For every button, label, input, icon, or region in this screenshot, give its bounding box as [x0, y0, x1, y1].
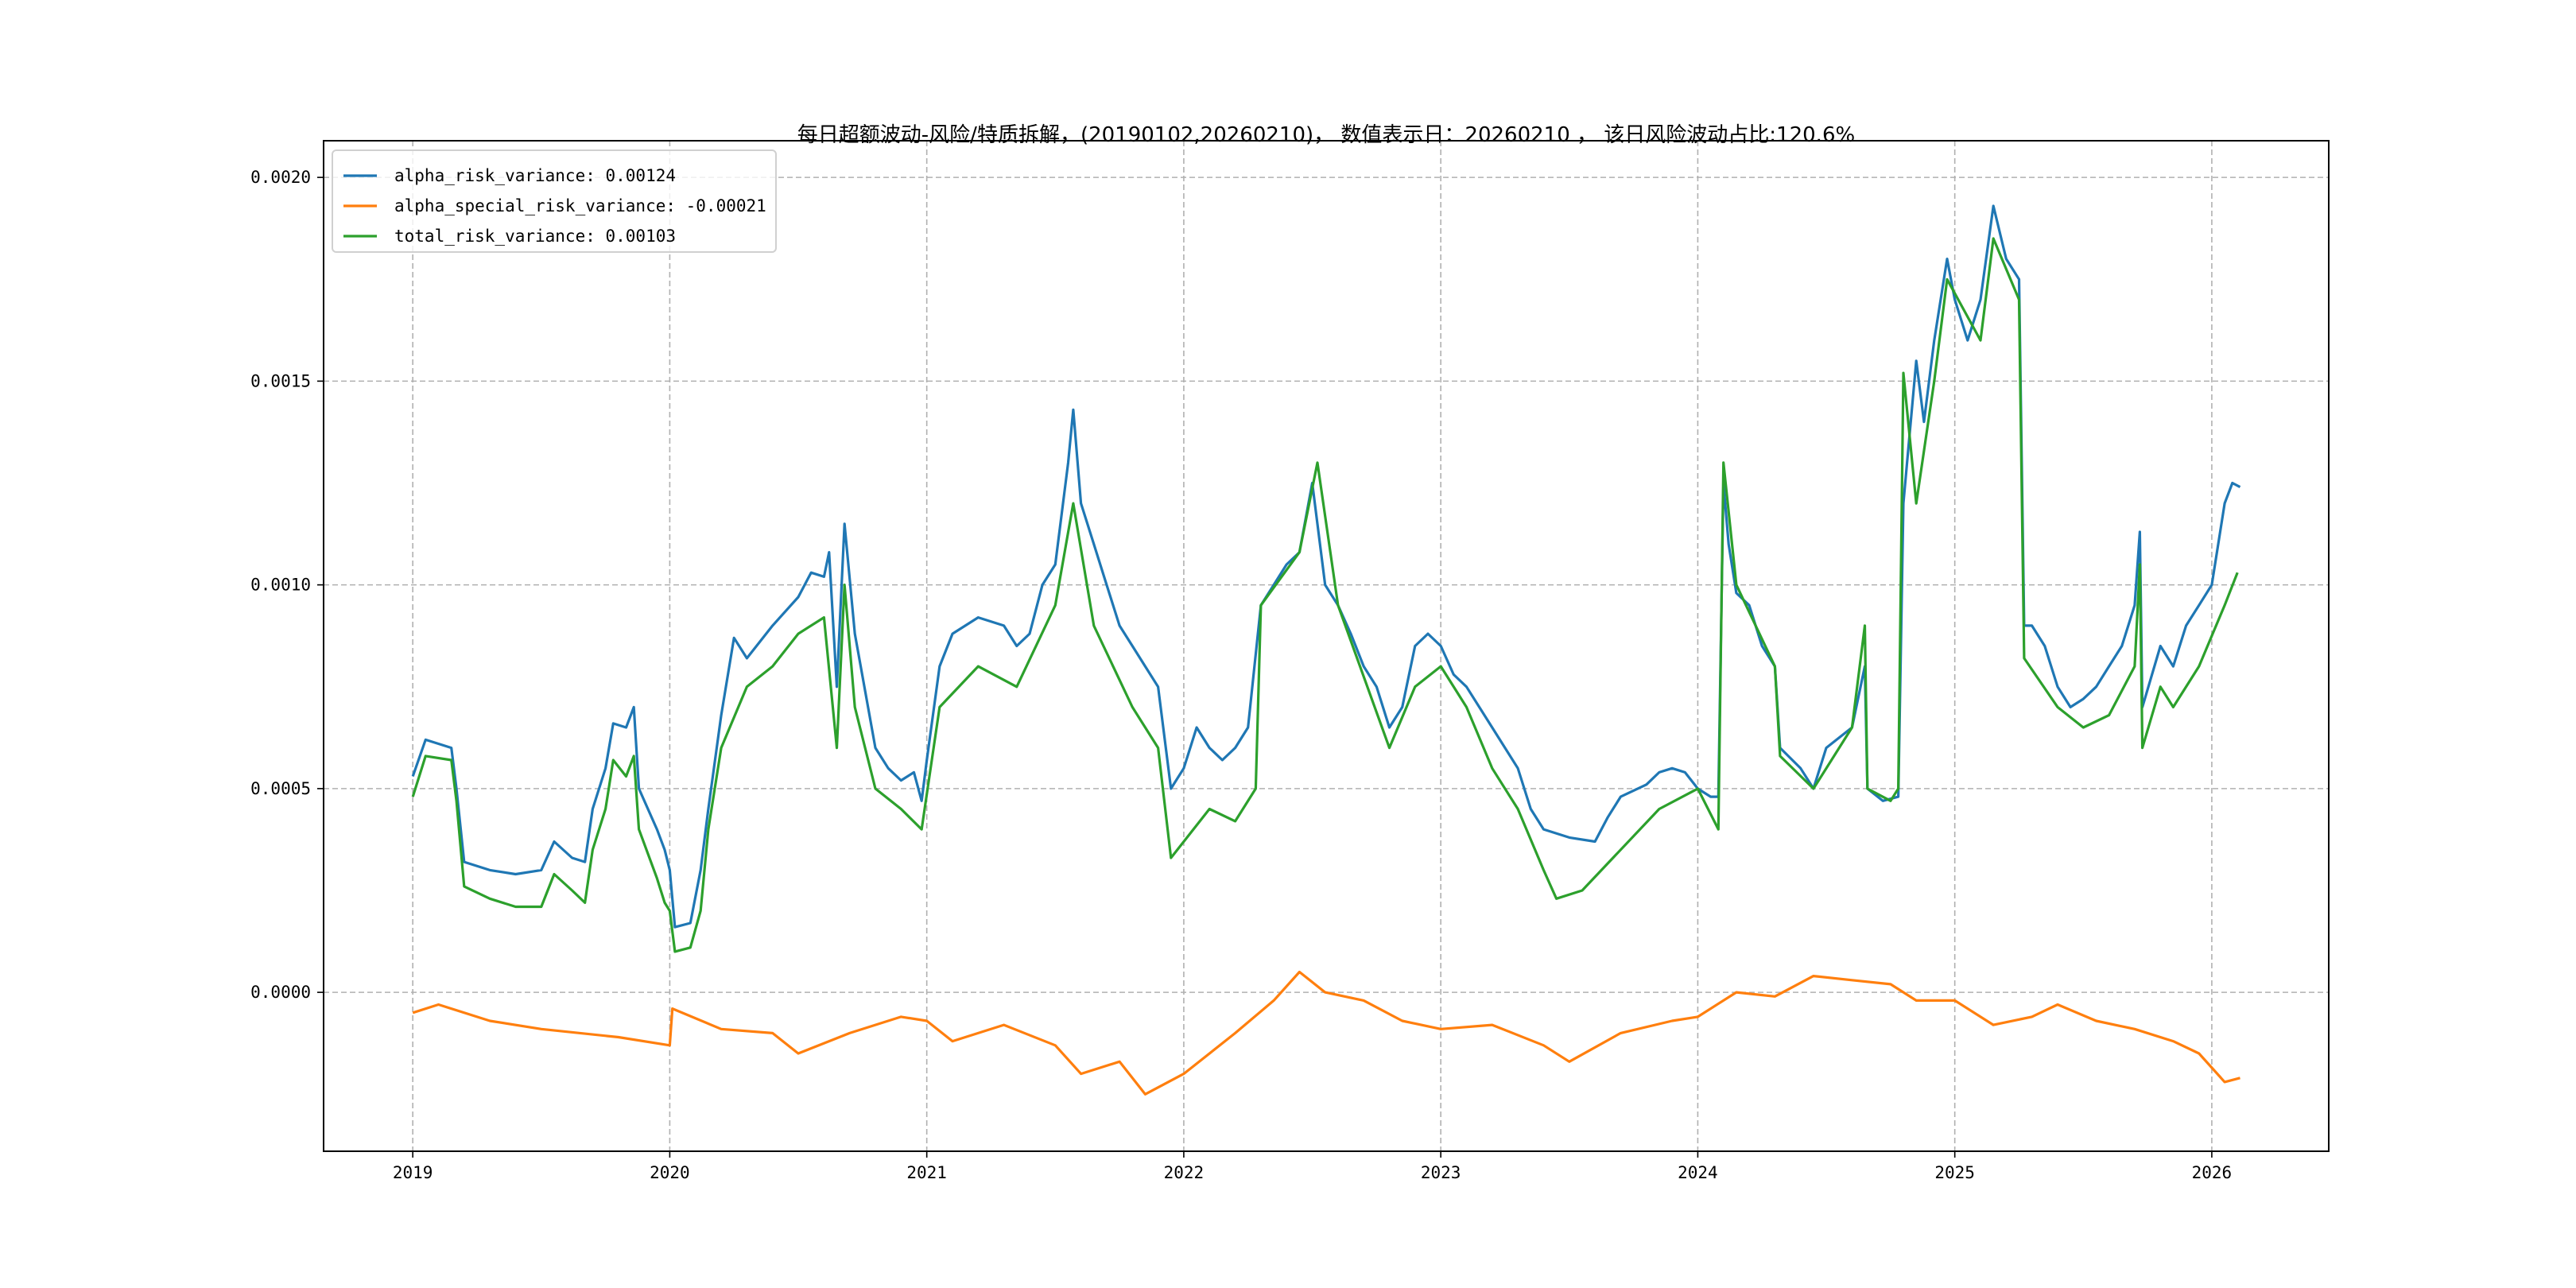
x-tick-label: 2025	[1934, 1163, 1975, 1182]
x-tick-label: 2021	[906, 1163, 947, 1182]
x-tick-label: 2022	[1164, 1163, 1205, 1182]
series-lines	[411, 204, 2241, 1096]
legend-label-1: alpha_special_risk_variance: -0.00021	[394, 196, 766, 215]
legend-label-2: total_risk_variance: 0.00103	[394, 227, 676, 246]
y-tick-label: 0.0005	[250, 779, 311, 798]
x-tick-label: 2026	[2192, 1163, 2233, 1182]
series-line-1	[412, 970, 2240, 1096]
legend: alpha_risk_variance: 0.00124 alpha_specia…	[332, 149, 777, 253]
x-tick-label: 2024	[1678, 1163, 1718, 1182]
series-line-2	[411, 237, 2239, 953]
y-tick-label: 0.0020	[250, 168, 311, 187]
legend-label-0: alpha_risk_variance: 0.00124	[394, 166, 676, 185]
x-tick-label: 2020	[650, 1163, 690, 1182]
x-tick-label: 2023	[1421, 1163, 1461, 1182]
x-axis: 2019 2020 2021 2022 2023 2024 2025 2026	[393, 1151, 2232, 1182]
y-tick-label: 0.0010	[250, 576, 311, 595]
plot-frame	[323, 140, 2330, 1152]
y-tick-label: 0.0015	[250, 371, 311, 390]
x-tick-label: 2019	[393, 1163, 433, 1182]
y-axis: 0.0000 0.0005 0.0010 0.0015 0.0020	[250, 168, 324, 1002]
legend-box	[332, 149, 777, 253]
chart-title: 每日超额波动-风险/特质拆解，(20190102,20260210)， 数值表示…	[797, 123, 1855, 147]
y-tick-label: 0.0000	[250, 983, 311, 1002]
